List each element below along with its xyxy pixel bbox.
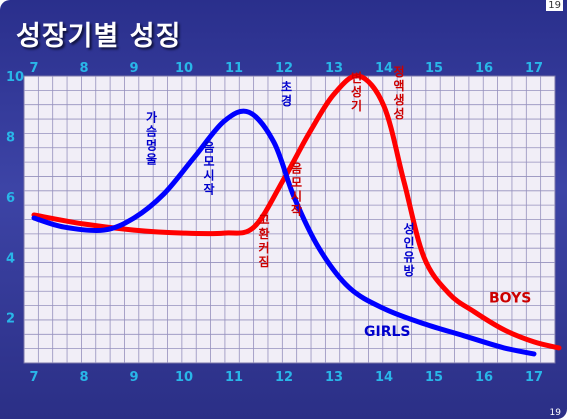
series-label: BOYS bbox=[489, 291, 531, 307]
y-tick-label: 10 bbox=[6, 70, 24, 85]
x-tick-label-bottom: 15 bbox=[425, 370, 443, 385]
x-tick-label-bottom: 9 bbox=[129, 370, 138, 385]
y-tick-label: 4 bbox=[6, 251, 15, 266]
slide-number-top: 19 bbox=[546, 0, 563, 11]
x-tick-label-bottom: 10 bbox=[175, 370, 193, 385]
x-tick-label-top: 12 bbox=[275, 61, 293, 76]
x-tick-label-bottom: 17 bbox=[525, 370, 543, 385]
y-tick-label: 2 bbox=[6, 312, 15, 327]
slide-title: 성장기별 성징 bbox=[16, 21, 182, 52]
x-tick-label-top: 14 bbox=[375, 61, 393, 76]
series-line-boys bbox=[31, 73, 562, 351]
x-tick-label-bottom: 7 bbox=[29, 370, 38, 385]
x-tick-label-bottom: 12 bbox=[275, 370, 293, 385]
y-tick-label: 8 bbox=[6, 130, 15, 145]
series-line-girls bbox=[31, 108, 537, 357]
x-tick-label-top: 17 bbox=[525, 61, 543, 76]
x-tick-label-top: 9 bbox=[129, 61, 138, 76]
slide-number-bottom: 19 bbox=[549, 408, 561, 418]
x-tick-label-bottom: 13 bbox=[325, 370, 343, 385]
x-tick-label-bottom: 16 bbox=[475, 370, 493, 385]
x-tick-label-bottom: 14 bbox=[375, 370, 393, 385]
x-tick-label-top: 8 bbox=[79, 61, 88, 76]
x-tick-label-bottom: 8 bbox=[79, 370, 88, 385]
x-tick-label-top: 11 bbox=[225, 61, 243, 76]
x-tick-label-top: 13 bbox=[325, 61, 343, 76]
x-tick-label-top: 7 bbox=[29, 61, 38, 76]
x-tick-label-top: 15 bbox=[425, 61, 443, 76]
grid bbox=[24, 76, 555, 363]
series-label: GIRLS bbox=[364, 324, 410, 340]
x-tick-label-top: 10 bbox=[175, 61, 193, 76]
x-tick-label-bottom: 11 bbox=[225, 370, 243, 385]
y-tick-label: 6 bbox=[6, 191, 15, 206]
x-tick-label-top: 16 bbox=[475, 61, 493, 76]
